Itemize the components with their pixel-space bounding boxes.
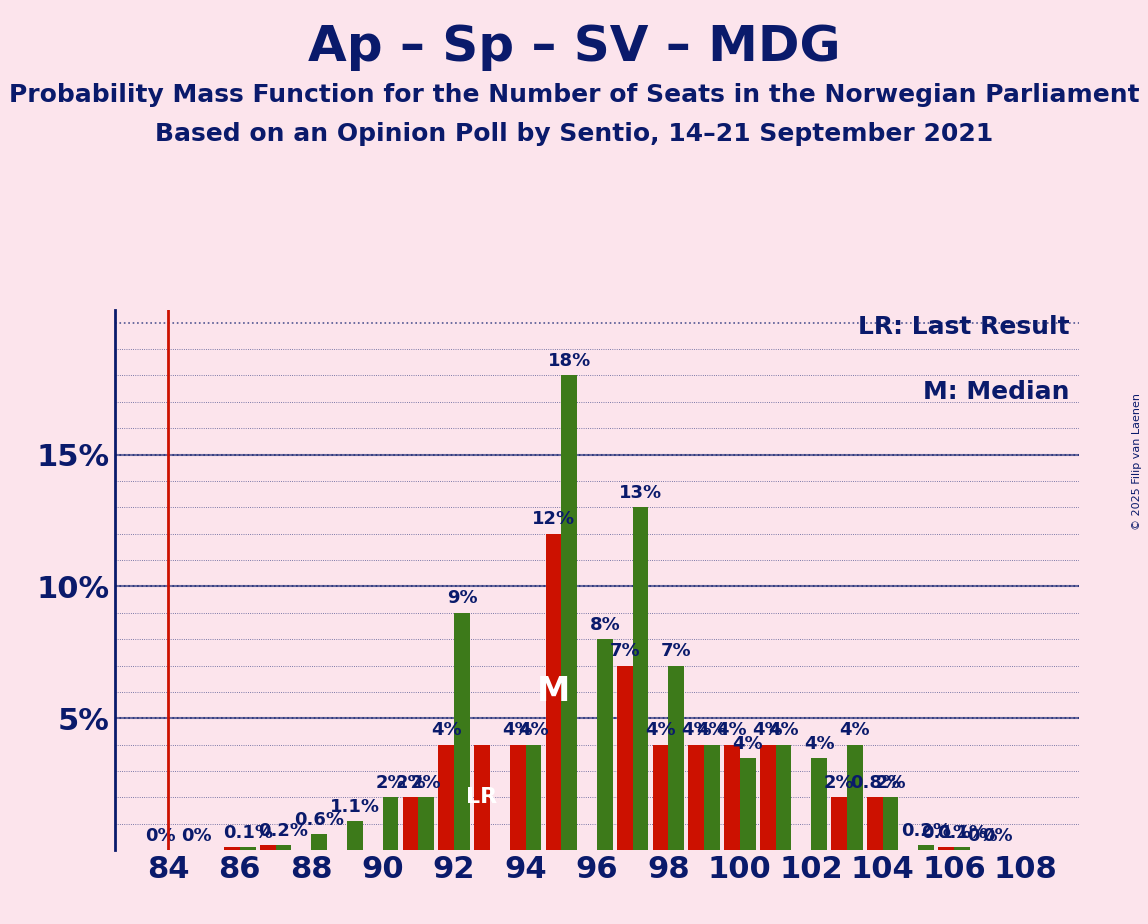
Text: 0.1%: 0.1% xyxy=(937,824,987,842)
Text: 4%: 4% xyxy=(518,722,549,739)
Text: 2%: 2% xyxy=(875,774,906,792)
Text: 13%: 13% xyxy=(619,484,662,502)
Bar xyxy=(918,845,934,850)
Text: Probability Mass Function for the Number of Seats in the Norwegian Parliament: Probability Mass Function for the Number… xyxy=(9,83,1139,107)
Text: 4%: 4% xyxy=(804,735,835,752)
Bar xyxy=(561,375,577,850)
Bar xyxy=(633,507,649,850)
Bar xyxy=(867,797,883,850)
Text: 18%: 18% xyxy=(548,352,591,371)
Text: 4%: 4% xyxy=(716,722,747,739)
Text: 4%: 4% xyxy=(697,722,728,739)
Bar xyxy=(240,847,256,850)
Bar xyxy=(653,745,668,850)
Bar xyxy=(831,797,847,850)
Bar xyxy=(597,639,613,850)
Bar xyxy=(689,745,704,850)
Bar xyxy=(616,665,633,850)
Bar xyxy=(883,797,899,850)
Bar xyxy=(382,797,398,850)
Text: 0%: 0% xyxy=(967,827,998,845)
Bar xyxy=(812,758,827,850)
Bar xyxy=(739,758,755,850)
Bar xyxy=(311,834,327,850)
Text: M: Median: M: Median xyxy=(923,380,1070,404)
Text: Based on an Opinion Poll by Sentio, 14–21 September 2021: Based on an Opinion Poll by Sentio, 14–2… xyxy=(155,122,993,146)
Text: 0.6%: 0.6% xyxy=(294,811,344,829)
Bar xyxy=(704,745,720,850)
Bar xyxy=(760,745,776,850)
Text: © 2025 Filip van Laenen: © 2025 Filip van Laenen xyxy=(1132,394,1142,530)
Text: 0%: 0% xyxy=(145,827,176,845)
Bar xyxy=(455,613,470,850)
Text: M: M xyxy=(537,675,571,709)
Bar xyxy=(418,797,434,850)
Bar xyxy=(668,665,684,850)
Bar xyxy=(526,745,541,850)
Text: 4%: 4% xyxy=(681,722,712,739)
Bar xyxy=(224,847,240,850)
Text: 7%: 7% xyxy=(661,642,691,661)
Text: 0.2%: 0.2% xyxy=(901,821,952,840)
Bar xyxy=(938,847,954,850)
Bar xyxy=(510,745,526,850)
Bar xyxy=(954,847,970,850)
Bar xyxy=(847,745,862,850)
Bar xyxy=(403,797,418,850)
Text: 0.1%: 0.1% xyxy=(921,824,971,842)
Text: 4%: 4% xyxy=(768,722,799,739)
Bar xyxy=(474,745,490,850)
Bar xyxy=(259,845,276,850)
Bar xyxy=(276,845,292,850)
Text: 4%: 4% xyxy=(752,722,783,739)
Text: Ap – Sp – SV – MDG: Ap – Sp – SV – MDG xyxy=(308,23,840,71)
Text: 0.8%: 0.8% xyxy=(850,774,900,792)
Text: 8%: 8% xyxy=(589,616,620,634)
Text: 0%: 0% xyxy=(181,827,211,845)
Text: 0.2%: 0.2% xyxy=(258,821,309,840)
Text: 7%: 7% xyxy=(610,642,641,661)
Text: 0%: 0% xyxy=(983,827,1013,845)
Bar xyxy=(439,745,455,850)
Text: 4%: 4% xyxy=(839,722,870,739)
Bar xyxy=(347,821,363,850)
Text: 2%: 2% xyxy=(411,774,442,792)
Text: 2%: 2% xyxy=(375,774,406,792)
Text: 4%: 4% xyxy=(645,722,676,739)
Bar xyxy=(776,745,791,850)
Text: 12%: 12% xyxy=(532,510,575,529)
Bar xyxy=(724,745,739,850)
Text: 0.1%: 0.1% xyxy=(223,824,273,842)
Text: 4%: 4% xyxy=(503,722,533,739)
Text: 2%: 2% xyxy=(395,774,426,792)
Text: 4%: 4% xyxy=(732,735,763,752)
Text: 9%: 9% xyxy=(447,590,478,607)
Text: 4%: 4% xyxy=(430,722,461,739)
Text: 2%: 2% xyxy=(824,774,854,792)
Text: LR: LR xyxy=(466,787,497,808)
Text: LR: Last Result: LR: Last Result xyxy=(858,315,1070,339)
Bar xyxy=(545,534,561,850)
Text: 1.1%: 1.1% xyxy=(329,797,380,816)
